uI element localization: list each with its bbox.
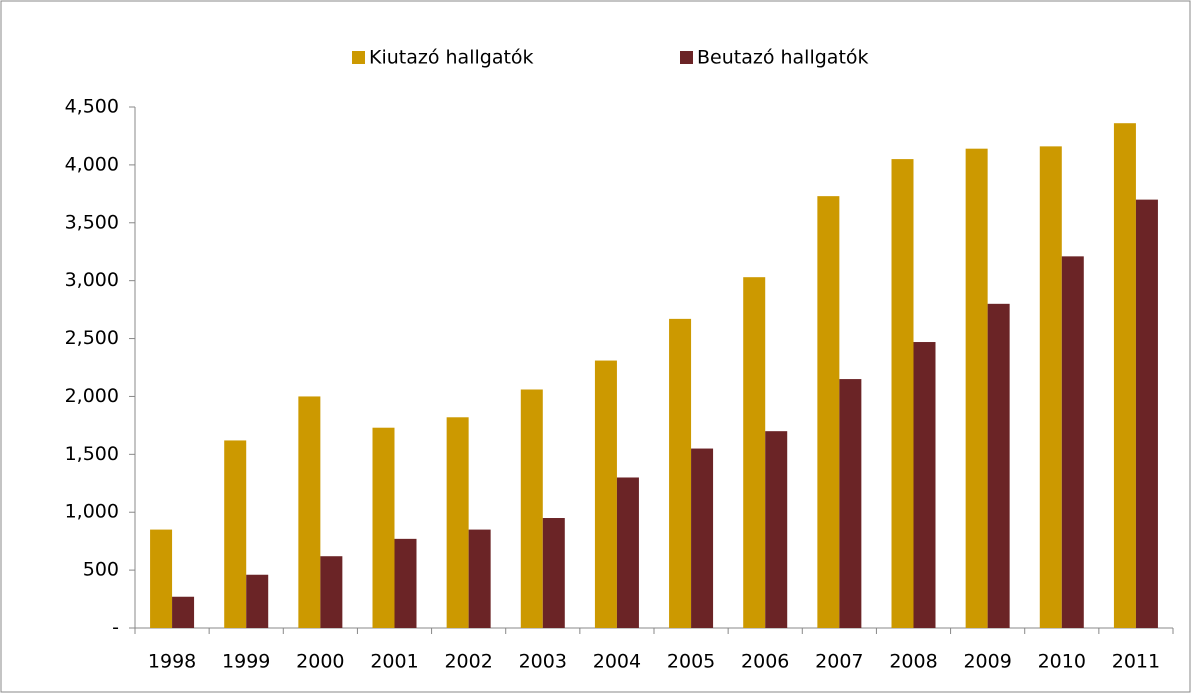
bar [224,440,247,628]
x-tick-label: 2001 [370,651,418,673]
y-tick-label: 1,000 [65,501,119,523]
x-tick-label: 2011 [1112,651,1160,673]
x-tick-label: 2006 [741,651,789,673]
bar [839,379,862,628]
legend-label: Kiutazó hallgatók [369,47,534,69]
bar [594,360,617,628]
y-tick-label: 1,500 [65,443,119,465]
x-tick-label: 1999 [222,651,270,673]
x-tick-label: 2005 [667,651,715,673]
bar [468,529,491,628]
bar [891,159,914,628]
bar [372,427,395,628]
legend-swatch [352,51,365,64]
bar [520,389,543,628]
legend-label: Beutazó hallgatók [697,47,869,69]
bar [817,196,840,628]
bar [446,417,469,628]
bar [394,538,417,628]
y-tick-label: 500 [83,559,119,581]
bar [298,396,321,628]
bar [965,148,988,628]
y-tick-label: 4,000 [65,153,119,175]
x-tick-label: 2009 [963,651,1011,673]
bar [669,318,692,628]
bar [913,342,936,628]
bar [743,277,766,628]
bar [691,448,714,628]
bar [1039,146,1062,628]
bar [1135,199,1158,628]
bar [987,303,1010,628]
y-tick-label: 2,500 [65,327,119,349]
legend-swatch [680,51,693,64]
bar [246,574,269,628]
x-tick-label: 2000 [296,651,344,673]
y-tick-label: - [112,617,119,639]
x-tick-label: 2010 [1038,651,1086,673]
y-tick-label: 2,000 [65,385,119,407]
bar [320,556,343,628]
y-tick-label: 3,500 [65,211,119,233]
x-tick-label: 2008 [889,651,937,673]
bar [172,596,195,628]
bar [616,477,639,628]
y-tick-label: 4,500 [65,96,119,118]
x-tick-label: 2003 [519,651,567,673]
bar [150,529,173,628]
x-tick-label: 2002 [444,651,492,673]
bar [765,431,788,628]
x-tick-label: 1998 [148,651,196,673]
x-tick-label: 2007 [815,651,863,673]
x-tick-label: 2004 [593,651,641,673]
bar [1113,123,1136,628]
bar [1061,256,1084,628]
y-tick-label: 3,000 [65,269,119,291]
bar [542,518,565,628]
